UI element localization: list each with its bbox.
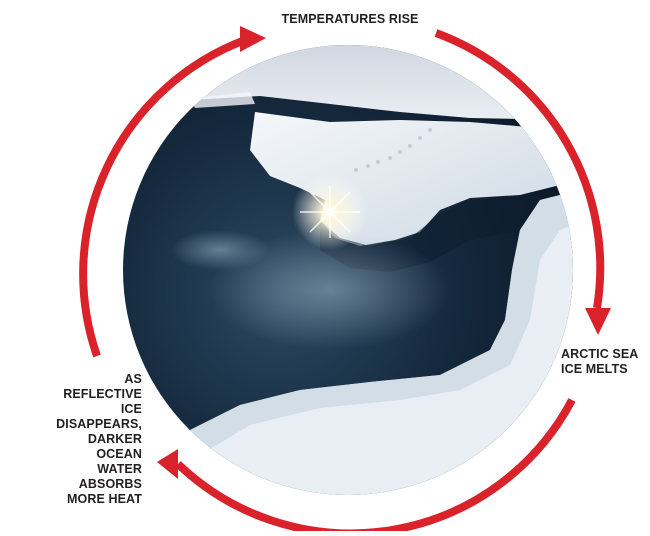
label-temperatures-rise: TEMPERATURES RISE — [281, 12, 419, 26]
label-line: MORE HEAT — [67, 492, 142, 506]
label-line: AS REFLECTIVE — [63, 372, 142, 401]
label-arctic-sea-ice-melts: ARCTIC SEA ICE MELTS — [561, 347, 650, 377]
arrow-melt-to-absorb — [175, 398, 576, 536]
arrow-absorb-to-rise — [79, 36, 247, 358]
label-line: WATER ABSORBS — [78, 462, 142, 491]
arrowhead-to-melt — [585, 308, 611, 335]
label-line: ARCTIC SEA — [561, 347, 639, 361]
arrow-rise-to-melt — [434, 29, 605, 309]
arrowhead-to-absorb — [157, 449, 178, 479]
label-line: ICE DISAPPEARS, — [56, 402, 142, 431]
label-line: ICE MELTS — [561, 362, 628, 376]
arrowhead-to-rise — [240, 26, 266, 52]
label-darker-ocean-absorbs-heat: AS REFLECTIVE ICE DISAPPEARS, DARKER OCE… — [50, 372, 142, 507]
cycle-arrows — [79, 29, 605, 536]
arctic-sea-ice-photo — [123, 45, 573, 495]
label-line: DARKER OCEAN — [87, 432, 142, 461]
